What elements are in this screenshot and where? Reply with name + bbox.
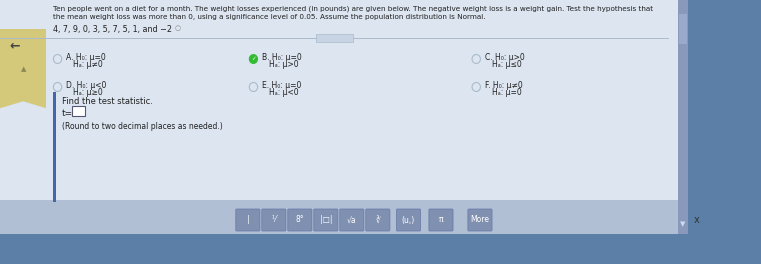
- Bar: [53, 92, 56, 202]
- FancyBboxPatch shape: [288, 209, 312, 231]
- Text: More: More: [470, 215, 489, 224]
- Text: ▲: ▲: [21, 66, 26, 72]
- Bar: [678, 0, 688, 234]
- Text: Hₐ: μ≤0: Hₐ: μ≤0: [492, 60, 522, 69]
- FancyBboxPatch shape: [236, 209, 260, 231]
- Text: A. H₀: μ=0: A. H₀: μ=0: [66, 53, 106, 62]
- Text: the mean weight loss was more than 0, using a significance level of 0.05. Assume: the mean weight loss was more than 0, us…: [53, 14, 486, 20]
- FancyBboxPatch shape: [314, 209, 338, 231]
- Text: 8°: 8°: [295, 215, 304, 224]
- Bar: [679, 14, 687, 44]
- Text: Find the test statistic.: Find the test statistic.: [62, 97, 153, 106]
- Text: ✓: ✓: [251, 56, 256, 61]
- Text: t=: t=: [62, 109, 73, 118]
- FancyBboxPatch shape: [366, 209, 390, 231]
- Text: 4, 7, 9, 0, 3, 5, 7, 5, 1, and −2: 4, 7, 9, 0, 3, 5, 7, 5, 1, and −2: [53, 25, 172, 34]
- Text: ○: ○: [174, 25, 180, 31]
- FancyBboxPatch shape: [429, 209, 453, 231]
- FancyBboxPatch shape: [468, 209, 492, 231]
- Text: Hₐ: μ≥0: Hₐ: μ≥0: [73, 88, 103, 97]
- Text: Hₐ: μ<0: Hₐ: μ<0: [269, 88, 299, 97]
- Text: ⅟: ⅟: [272, 215, 276, 224]
- Text: C. H₀: μ>0: C. H₀: μ>0: [485, 53, 524, 62]
- Text: Hₐ: μ≠0: Hₐ: μ≠0: [73, 60, 103, 69]
- Text: ∛: ∛: [375, 215, 380, 224]
- Bar: [0, 0, 687, 234]
- Text: x: x: [693, 215, 699, 225]
- Text: Hₐ: μ=0: Hₐ: μ=0: [492, 88, 522, 97]
- Text: E. H₀: μ=0: E. H₀: μ=0: [262, 81, 301, 90]
- Text: |: |: [247, 215, 249, 224]
- Circle shape: [249, 54, 258, 64]
- Text: F. H₀: μ≠0: F. H₀: μ≠0: [485, 81, 522, 90]
- Bar: [316, 34, 353, 42]
- Text: Ten people went on a diet for a month. The weight losses experienced (in pounds): Ten people went on a diet for a month. T…: [53, 6, 653, 12]
- Polygon shape: [0, 102, 46, 109]
- Text: B. H₀: μ=0: B. H₀: μ=0: [262, 53, 301, 62]
- Text: D. H₀: μ<0: D. H₀: μ<0: [66, 81, 107, 90]
- Text: ▼: ▼: [680, 221, 685, 227]
- Bar: [0, 29, 46, 109]
- FancyBboxPatch shape: [262, 209, 286, 231]
- FancyBboxPatch shape: [396, 209, 421, 231]
- Text: (Round to two decimal places as needed.): (Round to two decimal places as needed.): [62, 122, 223, 131]
- Text: |□|: |□|: [320, 215, 332, 224]
- Bar: [0, 200, 687, 234]
- Text: ←: ←: [9, 40, 20, 53]
- Text: (u,): (u,): [402, 215, 415, 224]
- Text: √a: √a: [347, 215, 357, 224]
- FancyBboxPatch shape: [339, 209, 364, 231]
- Text: Hₐ: μ>0: Hₐ: μ>0: [269, 60, 299, 69]
- Bar: [72, 106, 85, 116]
- Text: π: π: [438, 215, 443, 224]
